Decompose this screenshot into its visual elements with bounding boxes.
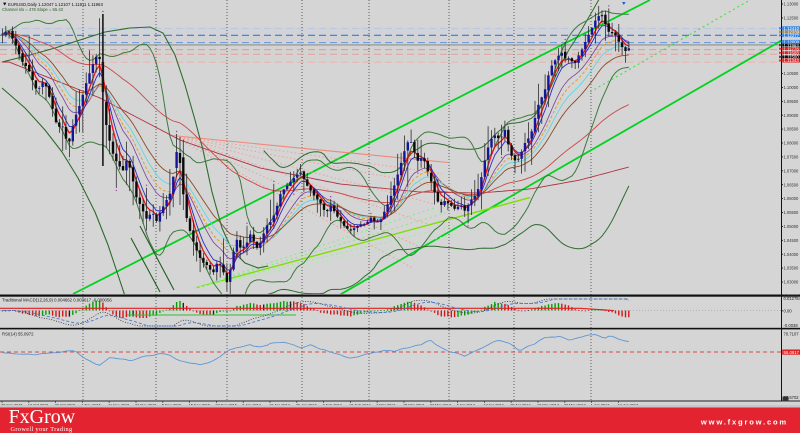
svg-text:1.11343: 1.11343 <box>784 58 800 63</box>
svg-text:0.00: 0.00 <box>784 308 793 313</box>
svg-text:1.07500: 1.07500 <box>784 155 800 160</box>
svg-text:1.04500: 1.04500 <box>784 238 800 243</box>
svg-text:1.12277: 1.12277 <box>784 33 800 38</box>
svg-text:30 Jan 2017: 30 Jan 2017 <box>296 402 318 407</box>
svg-text:23.5702: 23.5702 <box>784 395 800 400</box>
svg-text:10 May 2017: 10 May 2017 <box>537 402 560 407</box>
svg-text:9 Feb 2017: 9 Feb 2017 <box>323 402 343 407</box>
svg-text:1.04000: 1.04000 <box>784 252 800 257</box>
svg-text:RSI(14) 55.0972: RSI(14) 55.0972 <box>2 332 34 337</box>
svg-text:13 Jun 2017: 13 Jun 2017 <box>617 402 639 407</box>
svg-text:1.11500: 1.11500 <box>784 55 800 60</box>
svg-text:1.10500: 1.10500 <box>784 71 800 76</box>
svg-text:FxGrow: FxGrow <box>9 406 76 428</box>
svg-text:27 Dec 2016: 27 Dec 2016 <box>215 402 237 407</box>
svg-text:1.03000: 1.03000 <box>784 280 800 285</box>
svg-text:1.12410: 1.12410 <box>784 26 800 31</box>
svg-text:1.09500: 1.09500 <box>784 99 800 104</box>
svg-text:3 Mar 2017: 3 Mar 2017 <box>376 402 396 407</box>
svg-text:1.06000: 1.06000 <box>784 196 800 201</box>
svg-text:6 Apr 2017: 6 Apr 2017 <box>457 402 476 407</box>
svg-text:20 Oct 2016: 20 Oct 2016 <box>55 402 76 407</box>
svg-text:www.fxgrow.com: www.fxgrow.com <box>700 418 788 427</box>
svg-text:1.02500: 1.02500 <box>784 294 800 299</box>
svg-text:Channel slo = 476 Slope = 55.: Channel slo = 476 Slope = 55.43 <box>2 7 64 12</box>
svg-text:5 Dec 2016: 5 Dec 2016 <box>162 402 182 407</box>
svg-text:1.05500: 1.05500 <box>784 210 800 215</box>
svg-text:1.08000: 1.08000 <box>784 141 800 146</box>
svg-text:1.10000: 1.10000 <box>784 85 800 90</box>
svg-text:15 Dec 2016: 15 Dec 2016 <box>189 402 211 407</box>
svg-text:55.0917: 55.0917 <box>784 350 800 355</box>
svg-text:1.09000: 1.09000 <box>784 113 800 118</box>
svg-text:10 Oct 2016: 10 Oct 2016 <box>28 402 49 407</box>
svg-text:1 Nov 2016: 1 Nov 2016 <box>81 402 101 407</box>
svg-text:1.12500: 1.12500 <box>784 16 800 21</box>
svg-text:1.06500: 1.06500 <box>784 182 800 187</box>
svg-text:Traditional MACD(12,26,9) 0.00: Traditional MACD(12,26,9) 0.004662 0.003… <box>2 298 112 303</box>
svg-text:-0.0038: -0.0038 <box>784 323 799 328</box>
svg-text:11 Nov 2016: 11 Nov 2016 <box>108 402 130 407</box>
svg-text:Growell your Trading: Growell your Trading <box>11 426 73 433</box>
svg-text:1.11963: 1.11963 <box>784 43 800 48</box>
svg-text:18 Apr 2017: 18 Apr 2017 <box>483 402 504 407</box>
svg-text:70.7107: 70.7107 <box>784 332 800 337</box>
svg-text:6 Jan 2017: 6 Jan 2017 <box>242 402 261 407</box>
svg-text:1.12000: 1.12000 <box>784 39 800 44</box>
svg-text:1.11608: 1.11608 <box>784 51 800 56</box>
svg-text:1.07000: 1.07000 <box>784 168 800 173</box>
svg-text:1.08500: 1.08500 <box>784 127 800 132</box>
svg-text:1.03500: 1.03500 <box>784 266 800 271</box>
svg-text:27 Mar 2017: 27 Mar 2017 <box>430 402 452 407</box>
svg-text:30 Sep 2016: 30 Sep 2016 <box>1 402 23 407</box>
svg-text:18 Jan 2017: 18 Jan 2017 <box>269 402 291 407</box>
svg-text:23 Nov 2016: 23 Nov 2016 <box>135 402 157 407</box>
svg-text:22 May 2017: 22 May 2017 <box>564 402 587 407</box>
svg-text:1.13000: 1.13000 <box>784 2 800 7</box>
svg-text:1.11778: 1.11778 <box>784 46 800 51</box>
svg-text:EURUSD,Daily 1.12047 1.12107 1: EURUSD,Daily 1.12047 1.12107 1.11811 1.1… <box>8 2 103 7</box>
svg-text:28 Apr 2017: 28 Apr 2017 <box>510 402 531 407</box>
svg-text:0.012784: 0.012784 <box>784 296 800 301</box>
svg-text:15 Mar 2017: 15 Mar 2017 <box>403 402 425 407</box>
svg-text:21 Feb 2017: 21 Feb 2017 <box>349 402 371 407</box>
svg-text:1.05000: 1.05000 <box>784 224 800 229</box>
svg-text:1 Jun 2017: 1 Jun 2017 <box>591 402 610 407</box>
svg-text:1.12339: 1.12339 <box>784 30 800 35</box>
